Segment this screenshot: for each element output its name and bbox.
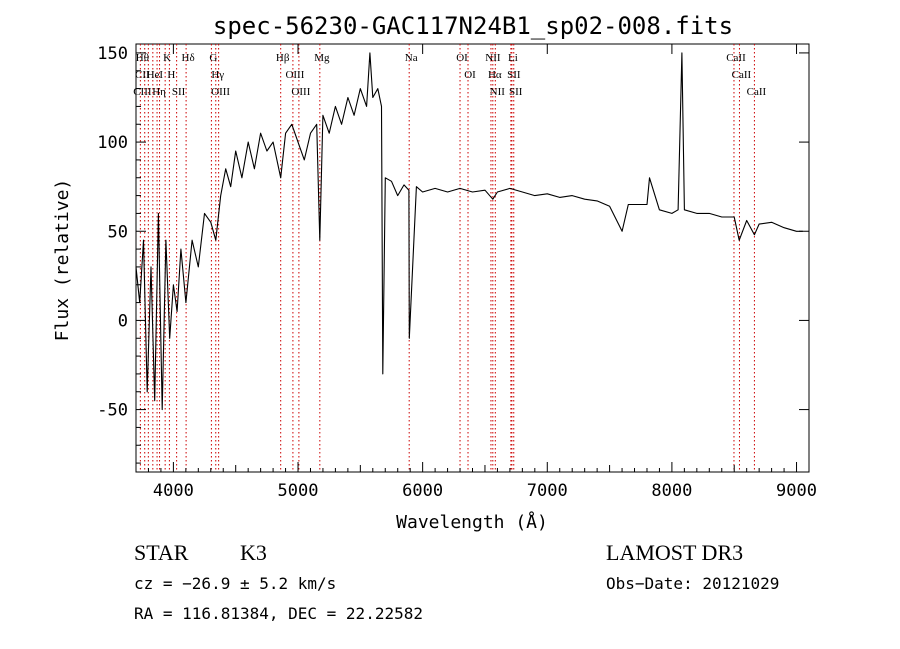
- object-class: STAR: [134, 540, 189, 565]
- line-marker-label: HeI: [147, 69, 164, 81]
- x-axis-label: Wavelength (Å): [396, 511, 548, 533]
- line-marker-label: CIII: [133, 86, 152, 98]
- line-marker-label: OI: [456, 52, 468, 64]
- line-marker-label: SII: [507, 69, 521, 81]
- line-marker-label: Na: [405, 52, 418, 64]
- line-marker-label: OIII: [291, 86, 310, 98]
- x-tick-label: 7000: [527, 481, 568, 501]
- y-tick-label: 100: [97, 133, 128, 153]
- line-marker-layer: [139, 44, 755, 472]
- y-axis-label: Flux (relative): [52, 179, 73, 342]
- x-tick-label: 4000: [153, 481, 194, 501]
- spectrum-line: [135, 52, 803, 411]
- line-marker-label: Mg: [314, 52, 330, 64]
- line-marker-label: Hδ: [182, 52, 195, 64]
- line-marker-label: CII: [135, 69, 150, 81]
- line-marker-label: Hη: [152, 86, 166, 98]
- line-marker-label: NII: [490, 86, 506, 98]
- y-axis: -50 0 50 100 150: [97, 44, 809, 464]
- y-tick-label: 150: [97, 44, 128, 64]
- y-tick-label: 50: [108, 222, 128, 242]
- line-marker-label: H: [167, 69, 175, 81]
- x-tick-label: 9000: [776, 481, 817, 501]
- line-marker-label: SII: [172, 86, 186, 98]
- spectrum-series: [135, 52, 803, 411]
- sky-coordinates: RA = 116.81384, DEC = 22.22582: [134, 604, 423, 623]
- line-marker-label: Li: [508, 52, 518, 64]
- line-marker-label: Hα: [488, 69, 502, 81]
- plot-frame: [135, 43, 810, 473]
- line-marker-label: CaII: [747, 86, 767, 98]
- redshift-velocity: cz = −26.9 ± 5.2 km/s: [134, 574, 336, 593]
- line-marker-label: G: [209, 52, 217, 64]
- object-subclass: K3: [240, 540, 267, 565]
- line-marker-label: OIII: [211, 86, 230, 98]
- y-tick-label: -50: [97, 401, 128, 421]
- line-marker-label: CaII: [726, 52, 746, 64]
- chart-title: spec-56230-GAC117N24B1_sp02-008.fits: [213, 12, 733, 40]
- line-marker-labels: Hθ CII CIII HeI Hη KH SII Hδ G Hγ OIII Hβ OIII OIII Mg…: [133, 52, 766, 98]
- line-marker-label: Hθ: [136, 52, 149, 64]
- y-tick-label: 0: [118, 311, 128, 331]
- line-marker-label: Hβ: [276, 52, 290, 64]
- line-marker-label: Hγ: [211, 69, 224, 81]
- line-marker-label: OI: [464, 69, 476, 81]
- line-marker-label: CaII: [732, 69, 752, 81]
- x-tick-label: 6000: [402, 481, 443, 501]
- line-marker-label: SII: [509, 86, 523, 98]
- observation-date: Obs−Date: 20121029: [606, 574, 779, 593]
- line-marker-label: OIII: [285, 69, 304, 81]
- survey-name: LAMOST DR3: [606, 540, 743, 565]
- x-tick-label: 8000: [651, 481, 692, 501]
- line-marker-label: NII: [485, 52, 501, 64]
- line-marker-label: K: [163, 52, 171, 64]
- x-axis: 4000 5000 6000 7000 8000 9000: [135, 44, 817, 501]
- x-tick-label: 5000: [278, 481, 319, 501]
